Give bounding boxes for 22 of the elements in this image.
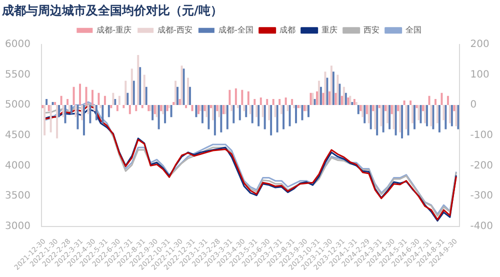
legend-label: 成都: [279, 25, 296, 34]
y2-tick-label: -300: [470, 190, 494, 202]
y-tick-label: 4000: [4, 160, 30, 172]
legend-label: 成都-重庆: [96, 25, 132, 34]
y2-tick-label: 200: [470, 38, 490, 50]
legend-label: 成都-全国: [218, 25, 254, 34]
chart-title: 成都与周边城市及全国均价对比（元/吨）: [1, 3, 222, 18]
y-tick-label: 5500: [4, 69, 30, 80]
y2-tick-label: -400: [470, 220, 494, 232]
y-tick-label: 6000: [4, 38, 30, 50]
y-tick-label: 4500: [4, 130, 30, 141]
y2-tick-label: 0: [470, 100, 477, 111]
y2-tick-label: -200: [470, 160, 494, 172]
y2-tick-label: 100: [470, 69, 490, 80]
y2-tick-label: -100: [470, 130, 494, 141]
y-tick-label: 3000: [4, 220, 30, 232]
y-tick-label: 5000: [4, 100, 30, 111]
legend-label: 全国: [405, 25, 422, 34]
legend-label: 西安: [363, 25, 380, 34]
legend-label: 成都-西安: [158, 25, 192, 34]
legend-label: 重庆: [321, 25, 338, 34]
y-tick-label: 3500: [4, 190, 30, 202]
